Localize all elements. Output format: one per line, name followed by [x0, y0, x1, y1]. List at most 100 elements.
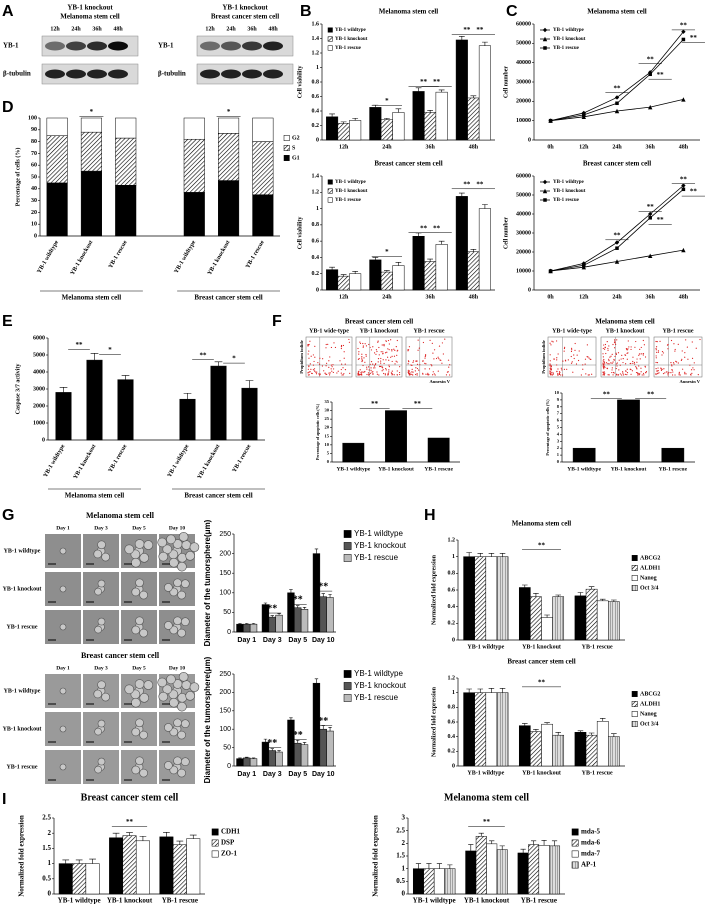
bar — [249, 758, 258, 767]
flow-event — [315, 371, 317, 373]
flow-event — [314, 356, 316, 358]
flow-event — [422, 360, 424, 362]
bar — [474, 556, 487, 641]
blot-title: YB-1 knockout — [222, 4, 268, 12]
flow-event — [602, 353, 604, 355]
y-tick-label: 0 — [528, 137, 531, 143]
flow-event — [416, 367, 419, 370]
flow-event — [560, 367, 562, 369]
sphere-cell — [177, 561, 187, 572]
error-bar — [238, 623, 242, 625]
sphere-cell — [94, 587, 102, 596]
sphere-cell — [139, 553, 150, 563]
flow-event — [668, 371, 670, 374]
error-bar — [121, 375, 130, 380]
flow-event — [382, 369, 384, 371]
flow-event — [686, 346, 688, 348]
bar — [243, 757, 251, 767]
flow-event — [399, 366, 401, 368]
flow-event — [308, 350, 310, 352]
flow-plot — [653, 336, 703, 378]
flow-event — [684, 371, 686, 373]
flow-event — [385, 359, 387, 361]
flow-event — [563, 350, 565, 352]
significance-label: ** — [538, 541, 546, 549]
legend-swatch — [211, 850, 219, 858]
flow-event — [659, 340, 661, 342]
flow-event — [621, 374, 623, 376]
y-axis-label: Normalized fold expression — [431, 686, 437, 757]
flow-event — [618, 359, 620, 361]
flow-event — [380, 362, 382, 364]
bar-segment — [46, 182, 68, 237]
flow-event — [571, 349, 573, 351]
flow-event — [358, 358, 360, 360]
y-tick-label: 0 — [227, 763, 231, 770]
significance-label: ** — [647, 203, 655, 211]
flow-event — [424, 357, 426, 359]
bar — [319, 728, 327, 767]
error-bar — [544, 722, 550, 725]
flow-event — [410, 364, 412, 366]
flow-event — [570, 355, 572, 358]
error-bar — [238, 757, 242, 759]
line-marker — [614, 95, 620, 100]
flow-event — [318, 363, 321, 365]
flow-plot — [547, 336, 597, 378]
legend-swatch — [327, 179, 333, 185]
blot-band — [242, 69, 262, 79]
bar — [186, 838, 201, 895]
error-bar — [263, 738, 268, 743]
bar — [585, 588, 598, 641]
bar — [530, 596, 542, 641]
flow-event — [343, 357, 345, 359]
flow-event — [655, 361, 657, 364]
flow-event — [365, 354, 367, 356]
sphere-cell — [139, 590, 148, 600]
bar — [572, 447, 596, 463]
flow-event — [382, 351, 384, 353]
bar — [585, 734, 598, 767]
flow-event — [441, 342, 444, 344]
flow-event — [673, 343, 675, 345]
legend-swatch — [631, 555, 638, 561]
flow-column-label: YB-1 rescue — [662, 328, 693, 334]
lane-label: 48h — [113, 26, 123, 32]
flow-event — [396, 350, 398, 352]
flow-event — [655, 346, 658, 348]
flow-event — [411, 368, 413, 370]
x-tick-label: 12h — [579, 294, 589, 300]
flow-event — [362, 364, 364, 367]
error-bar — [383, 270, 390, 273]
flow-event — [550, 344, 552, 346]
flow-event — [388, 365, 390, 368]
flow-event — [361, 357, 363, 359]
flow-event — [671, 365, 673, 367]
flow-event — [604, 346, 606, 349]
flow-event — [561, 374, 564, 376]
y-axis-label: Diameter of the tumorsphere(μm) — [203, 656, 212, 783]
x-tick-label: 48h — [469, 294, 479, 300]
flow-event — [619, 373, 622, 375]
flow-event — [361, 374, 363, 376]
flow-plot — [305, 336, 353, 378]
y-tick-label: 0.6 — [448, 719, 456, 725]
flow-event — [363, 357, 365, 359]
flow-event — [604, 366, 606, 368]
flow-event — [552, 373, 554, 375]
significance-label: ** — [614, 231, 622, 239]
significance-label: ** — [126, 818, 134, 826]
sphere-cell — [177, 693, 188, 703]
flow-event — [376, 371, 378, 373]
flow-event — [616, 339, 618, 341]
flow-event — [552, 341, 554, 343]
y-tick-label: 50000 — [516, 41, 531, 47]
x-tick-label: YB-1 knockout — [464, 897, 510, 905]
sphere-cell — [97, 579, 106, 588]
flow-event — [693, 362, 695, 364]
bar — [467, 251, 480, 291]
sphere-cell — [131, 557, 141, 568]
flow-event — [693, 369, 695, 371]
error-bar — [340, 121, 347, 124]
flow-event — [377, 361, 379, 363]
